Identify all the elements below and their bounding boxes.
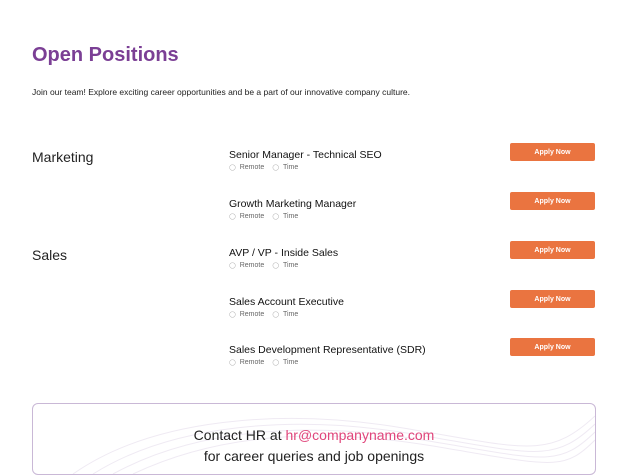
job-time: Time bbox=[282, 262, 299, 269]
page-title: Open Positions bbox=[32, 44, 179, 66]
job-listing: Sales Account Executive ◯ Remote ◯ Time … bbox=[229, 290, 595, 324]
clock-icon: ◯ bbox=[272, 165, 279, 171]
job-title[interactable]: Growth Marketing Manager bbox=[229, 198, 357, 210]
job-time: Time bbox=[282, 164, 299, 171]
location-icon: ◯ bbox=[229, 360, 236, 366]
job-title[interactable]: Sales Account Executive bbox=[229, 296, 344, 308]
contact-line: Contact HR at hr@companyname.com bbox=[33, 427, 595, 443]
contact-hr-box: Contact HR at hr@companyname.com for car… bbox=[32, 403, 596, 475]
contact-prefix: Contact HR at bbox=[193, 427, 282, 443]
job-location: Remote bbox=[239, 311, 265, 318]
apply-now-button[interactable]: Apply Now bbox=[510, 143, 595, 161]
job-meta: ◯ Remote ◯ Time bbox=[229, 262, 298, 269]
job-listing: Senior Manager - Technical SEO ◯ Remote … bbox=[229, 143, 595, 177]
job-listing: AVP / VP - Inside Sales ◯ Remote ◯ Time … bbox=[229, 241, 595, 275]
clock-icon: ◯ bbox=[272, 360, 279, 366]
intro-text: Join our team! Explore exciting career o… bbox=[32, 87, 410, 97]
apply-now-button[interactable]: Apply Now bbox=[510, 290, 595, 308]
location-icon: ◯ bbox=[229, 214, 236, 220]
job-time: Time bbox=[282, 311, 299, 318]
location-icon: ◯ bbox=[229, 165, 236, 171]
job-time: Time bbox=[282, 359, 299, 366]
job-listing: Sales Development Representative (SDR) ◯… bbox=[229, 338, 595, 372]
apply-now-button[interactable]: Apply Now bbox=[510, 338, 595, 356]
clock-icon: ◯ bbox=[272, 312, 279, 318]
contact-subtext: for career queries and job openings bbox=[203, 448, 425, 464]
job-meta: ◯ Remote ◯ Time bbox=[229, 311, 298, 318]
clock-icon: ◯ bbox=[272, 214, 279, 220]
hr-email-link[interactable]: hr@companyname.com bbox=[285, 427, 435, 443]
job-title[interactable]: AVP / VP - Inside Sales bbox=[229, 247, 339, 259]
clock-icon: ◯ bbox=[272, 263, 279, 269]
department-sales: Sales bbox=[32, 247, 68, 263]
job-location: Remote bbox=[239, 213, 265, 220]
job-meta: ◯ Remote ◯ Time bbox=[229, 359, 298, 366]
job-title[interactable]: Senior Manager - Technical SEO bbox=[229, 149, 382, 161]
job-location: Remote bbox=[239, 164, 265, 171]
location-icon: ◯ bbox=[229, 263, 236, 269]
job-title[interactable]: Sales Development Representative (SDR) bbox=[229, 344, 426, 356]
job-location: Remote bbox=[239, 262, 265, 269]
job-meta: ◯ Remote ◯ Time bbox=[229, 213, 298, 220]
apply-now-button[interactable]: Apply Now bbox=[510, 192, 595, 210]
apply-now-button[interactable]: Apply Now bbox=[510, 241, 595, 259]
job-listing: Growth Marketing Manager ◯ Remote ◯ Time… bbox=[229, 192, 595, 226]
department-marketing: Marketing bbox=[32, 149, 94, 165]
job-meta: ◯ Remote ◯ Time bbox=[229, 164, 298, 171]
job-time: Time bbox=[282, 213, 299, 220]
decorative-wave-lines bbox=[72, 415, 595, 474]
job-location: Remote bbox=[239, 359, 265, 366]
location-icon: ◯ bbox=[229, 312, 236, 318]
